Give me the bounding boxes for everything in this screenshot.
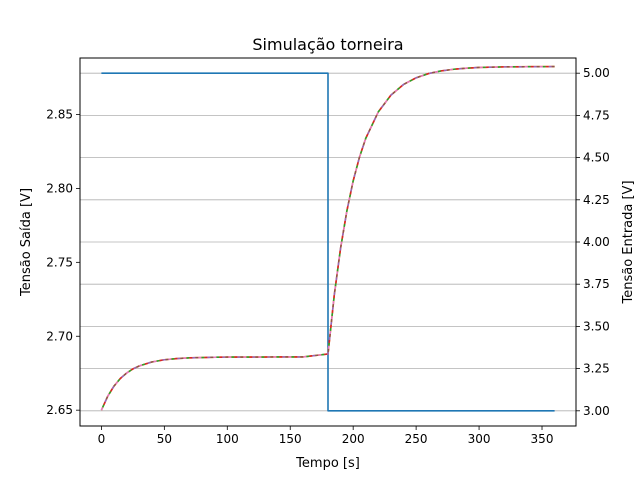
x-tick-label: 0	[98, 432, 106, 446]
y-right-tick-label: 4.75	[583, 108, 610, 122]
y-right-tick-label: 4.25	[583, 193, 610, 207]
chart-title: Simulação torneira	[252, 35, 403, 54]
y-axis-left-label: Tensão Saída [V]	[19, 188, 34, 297]
x-tick-label: 300	[468, 432, 491, 446]
series-lines	[100, 65, 555, 412]
y-right-tick-label: 3.00	[583, 404, 610, 418]
y-right-tick-label: 5.00	[583, 66, 610, 80]
y-axis-left-ticks: 2.65 2.70 2.75 2.80 2.85	[46, 107, 80, 417]
series-line-output-overlay	[100, 65, 555, 411]
y-axis-right-ticks: 3.00 3.25 3.50 3.75 4.00 4.25 4.50 4.75 5.00	[576, 66, 610, 418]
y-left-tick-label: 2.80	[46, 181, 73, 195]
y-axis-right-label: Tensão Entrada [V]	[621, 180, 636, 304]
y-right-tick-label: 3.75	[583, 277, 610, 291]
x-tick-label: 150	[279, 432, 302, 446]
y-left-tick-label: 2.85	[46, 107, 73, 121]
series-line-input	[101, 72, 555, 412]
x-tick-label: 100	[216, 432, 239, 446]
x-tick-label: 250	[405, 432, 428, 446]
x-tick-label: 200	[342, 432, 365, 446]
y-left-tick-label: 2.65	[46, 403, 73, 417]
y-right-tick-label: 4.50	[583, 151, 610, 165]
series-line-output-overlay	[100, 65, 555, 411]
x-tick-label: 50	[157, 432, 172, 446]
x-tick-label: 350	[531, 432, 554, 446]
series-line-output-overlay	[100, 65, 555, 411]
y-right-tick-label: 4.00	[583, 235, 610, 249]
x-axis-label: Tempo [s]	[295, 456, 360, 471]
y-left-tick-label: 2.75	[46, 255, 73, 269]
y-right-tick-label: 3.25	[583, 362, 610, 376]
y-left-tick-label: 2.70	[46, 329, 73, 343]
x-axis-ticks: 0 50 100 150 200 250 300 350	[98, 426, 554, 446]
y-right-tick-label: 3.50	[583, 319, 610, 333]
